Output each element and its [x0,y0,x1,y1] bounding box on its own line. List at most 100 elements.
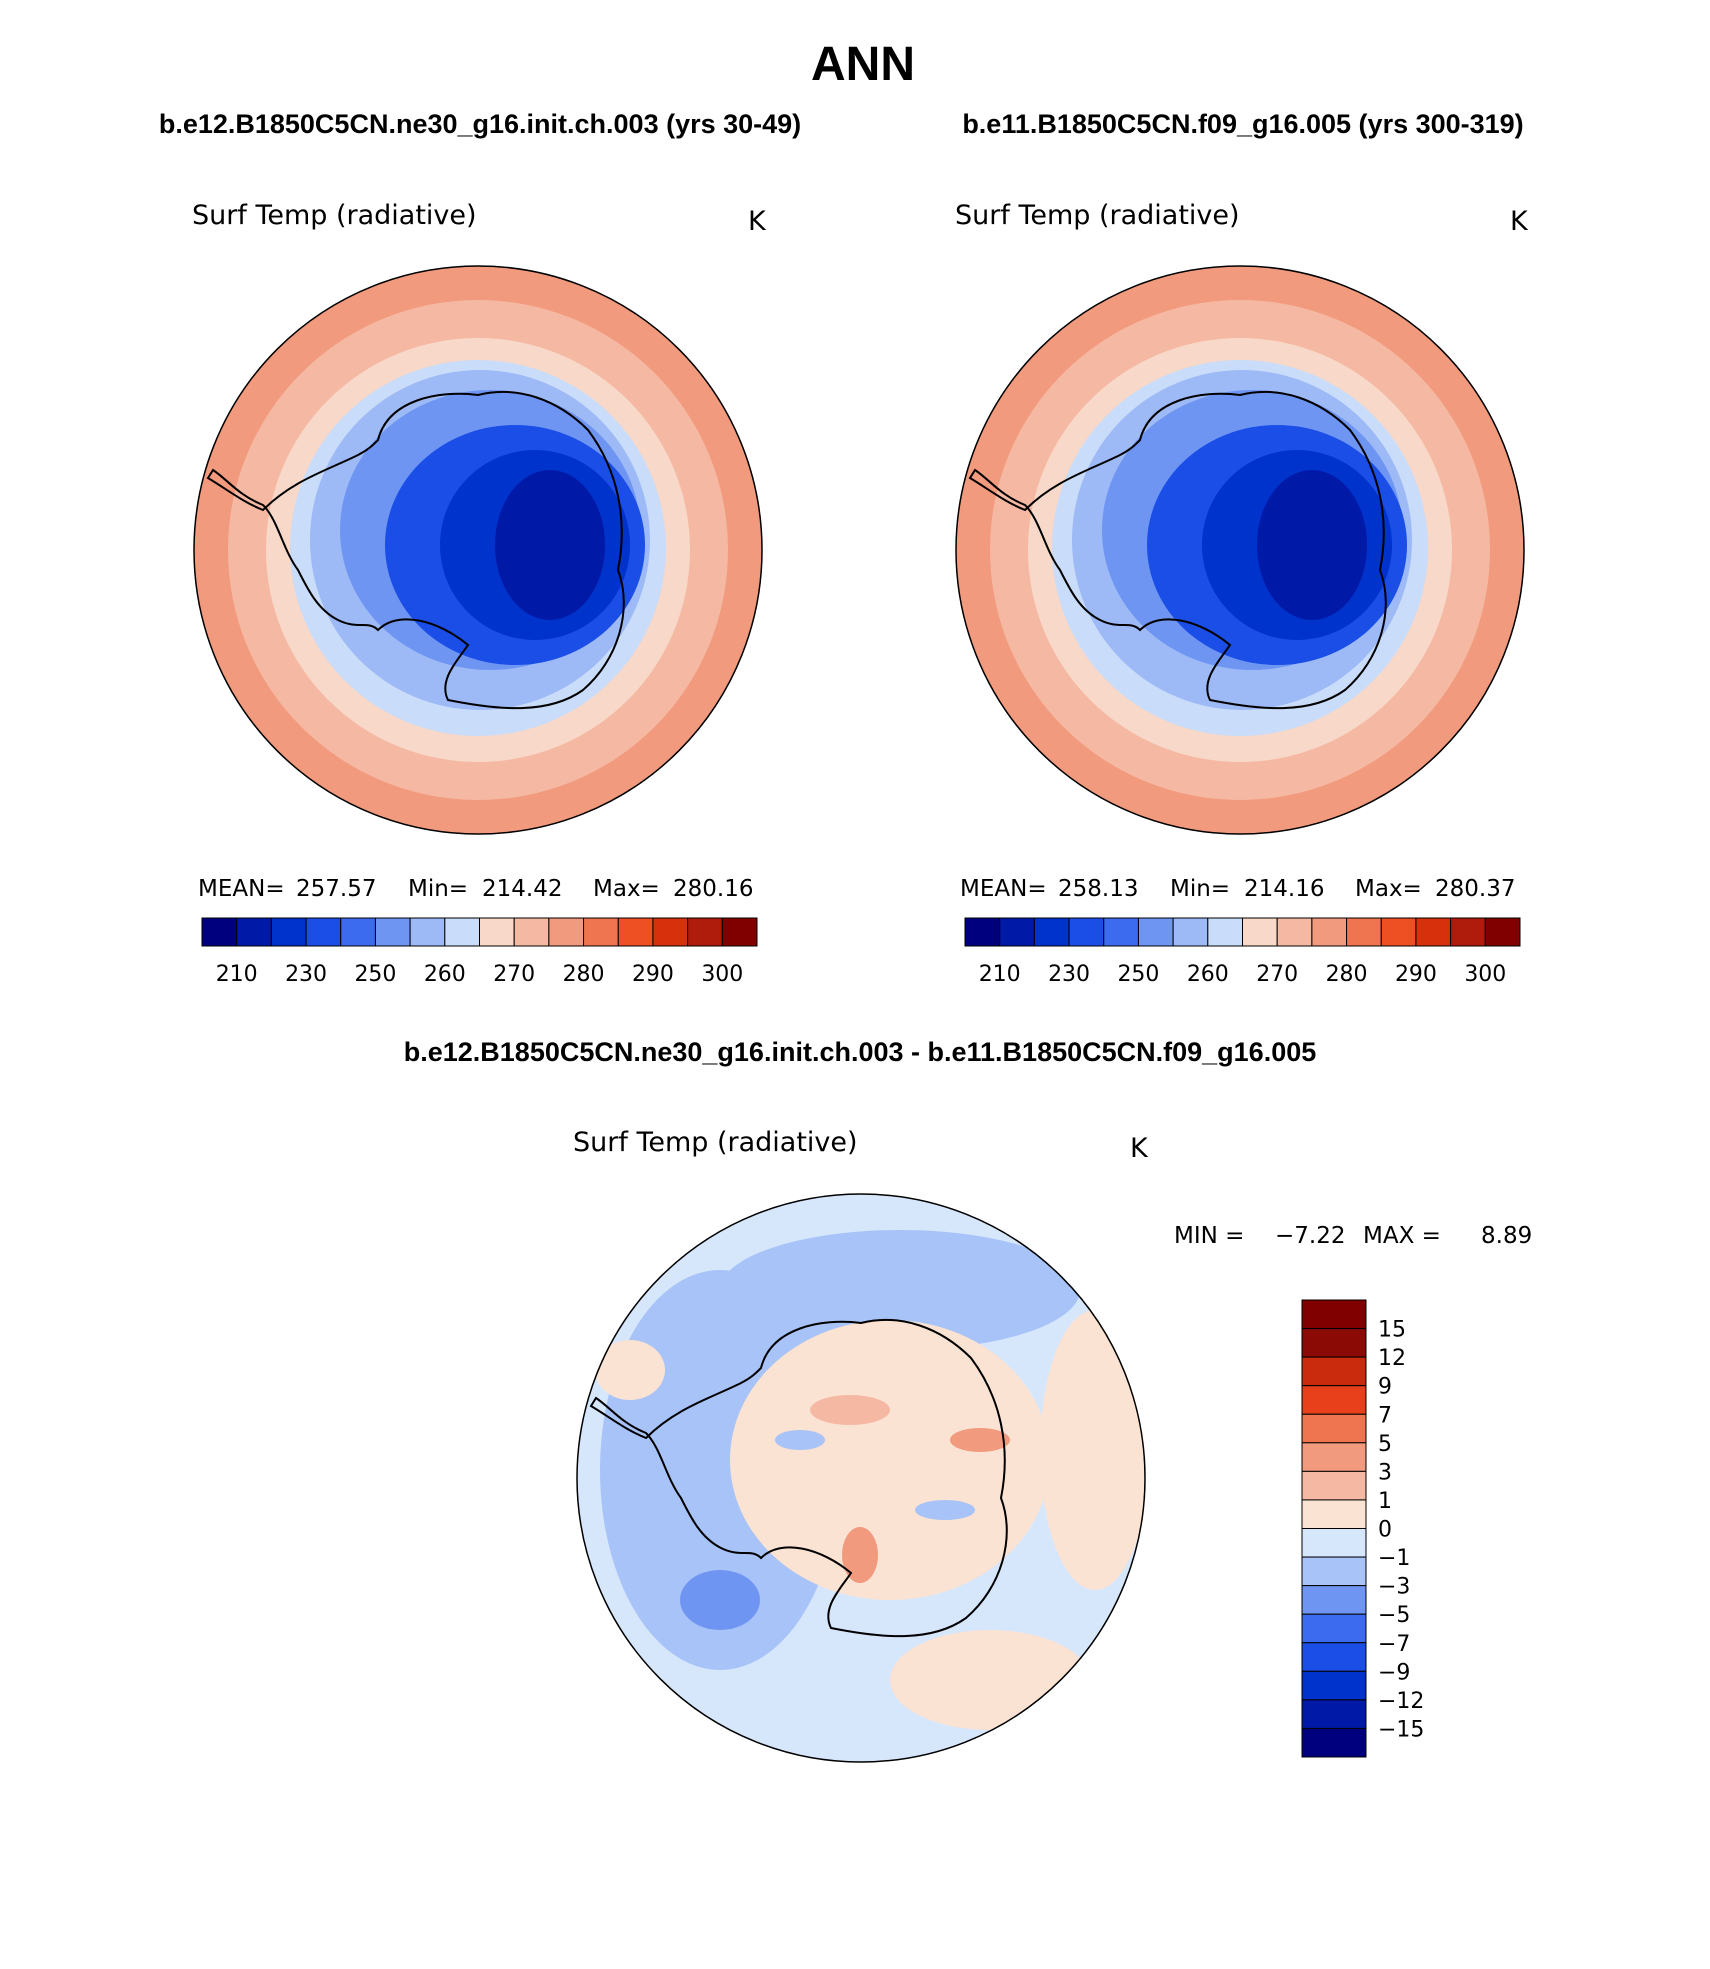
colorbar-swatch [1346,917,1382,947]
max-value: 8.89 [1481,1223,1532,1249]
map-panel-case1: Surf Temp (radiative) K MEAN= 257.57 Min… [192,200,767,987]
colorbar-tick-label: 300 [701,962,743,987]
colorbar-swatch [270,917,307,947]
colorbar-tick-label: 270 [1256,962,1298,987]
colorbar-tick-label: 210 [216,962,258,987]
temperature-field [495,470,605,620]
min-value: 214.16 [1244,876,1324,902]
variable-title: Surf Temp (radiative) [573,1127,858,1158]
colorbar-swatch [1450,917,1486,947]
colorbar-tick-label: −1 [1378,1546,1410,1571]
colorbar-tick-label: 280 [563,962,605,987]
colorbar-swatch [964,917,1001,947]
colorbar-swatch [1484,917,1521,947]
colorbar-swatch [1242,917,1278,947]
min-label: MIN = [1174,1223,1244,1249]
colorbar-tick-label: 0 [1378,1518,1392,1543]
colorbar-swatch [340,917,376,947]
colorbar-swatch [1301,1670,1367,1701]
stats-line: MEAN= 257.57 Min= 214.42 Max= 280.16 [198,876,753,902]
case2-title: b.e11.B1850C5CN.f09_g16.005 (yrs 300-319… [962,109,1523,139]
difference-field [775,1430,825,1450]
colorbar-swatch [1301,1442,1367,1472]
colorbar-swatch [548,917,585,947]
colorbar-swatch [1301,1385,1367,1415]
map-boundary [955,265,1525,835]
colorbar-swatch [479,917,515,947]
colorbar-swatch [1301,1413,1367,1444]
diff-title: b.e12.B1850C5CN.ne30_g16.init.ch.003 - b… [404,1037,1317,1067]
units-label: K [748,206,767,237]
colorbar-labels: 15 12 9 7 5 3 1 0 −1 −3 −5 −7 −9 −12 −15 [1378,1318,1424,1743]
colorbar-swatch [305,917,342,947]
case1-title: b.e12.B1850C5CN.ne30_g16.init.ch.003 (yr… [159,109,801,139]
difference-field [1040,1310,1145,1590]
colorbar-tick-label: 260 [424,962,466,987]
colorbar-swatch [1301,1642,1367,1672]
difference-field [950,1428,1010,1452]
map-boundary [193,265,763,835]
colorbar-swatch [1172,917,1209,947]
mean-label: MEAN= [198,876,285,902]
max-label: Max= [1355,876,1422,902]
colorbar-swatch [617,917,654,947]
difference-field [810,1395,890,1425]
polar-map [956,266,1524,834]
colorbar-swatch [1311,917,1348,947]
colorbar-swatch [1207,917,1243,947]
colorbar-swatch [1415,917,1452,947]
difference-field [680,1570,760,1630]
colorbar-swatch [721,917,758,947]
colorbar-swatch [1301,1528,1367,1558]
difference-field [720,1230,1080,1350]
mean-label: MEAN= [960,876,1047,902]
colorbar [1301,1299,1367,1758]
colorbar-swatch [652,917,689,947]
colorbar-tick-label: 250 [1117,962,1159,987]
colorbar-tick-label: −12 [1378,1689,1424,1714]
colorbar-swatch [1301,1299,1367,1330]
colorbar-swatch [1033,917,1070,947]
variable-title: Surf Temp (radiative) [955,200,1240,231]
colorbar-tick-label: 210 [979,962,1021,987]
max-value: 280.37 [1435,876,1515,902]
max-label: MAX = [1363,1223,1441,1249]
min-label: Min= [1170,876,1230,902]
min-value: 214.42 [482,876,562,902]
colorbar-tick-label: 300 [1464,962,1506,987]
mean-value: 258.13 [1058,876,1138,902]
difference-field [915,1500,975,1520]
min-label: Min= [408,876,468,902]
colorbar-tick-label: −5 [1378,1603,1410,1628]
colorbar-tick-label: −9 [1378,1660,1410,1685]
max-label: Max= [593,876,660,902]
colorbar-swatch [1068,917,1105,947]
colorbar-tick-label: 9 [1378,1375,1392,1400]
minmax-line: MIN = −7.22 MAX = 8.89 [1174,1223,1532,1249]
colorbar-tick-label: −3 [1378,1575,1410,1600]
colorbar-swatch [999,917,1035,947]
polar-map [577,1194,1145,1762]
mean-value: 257.57 [296,876,376,902]
season-title: ANN [811,38,915,91]
units-label: K [1130,1133,1149,1164]
colorbar-tick-label: 12 [1378,1346,1406,1371]
min-value: −7.22 [1275,1223,1345,1249]
units-label: K [1510,206,1529,237]
colorbar-tick-label: 15 [1378,1318,1406,1343]
colorbar-swatch [1301,1699,1367,1729]
colorbar-tick-label: 1 [1378,1489,1392,1514]
colorbar-labels: 210 230 250 260 270 280 290 300 [216,962,744,987]
colorbar-swatch [1301,1585,1367,1615]
colorbar-tick-label: −15 [1378,1717,1424,1742]
temperature-field [1257,470,1367,620]
colorbar-tick-label: 270 [493,962,535,987]
colorbar-swatch [374,917,411,947]
max-value: 280.16 [673,876,753,902]
colorbar-swatch [201,917,238,947]
colorbar-swatch [444,917,480,947]
colorbar-swatch [1276,917,1313,947]
colorbar-swatch [1301,1470,1367,1501]
colorbar-swatch [1301,1727,1367,1758]
colorbar-tick-label: 5 [1378,1432,1392,1457]
